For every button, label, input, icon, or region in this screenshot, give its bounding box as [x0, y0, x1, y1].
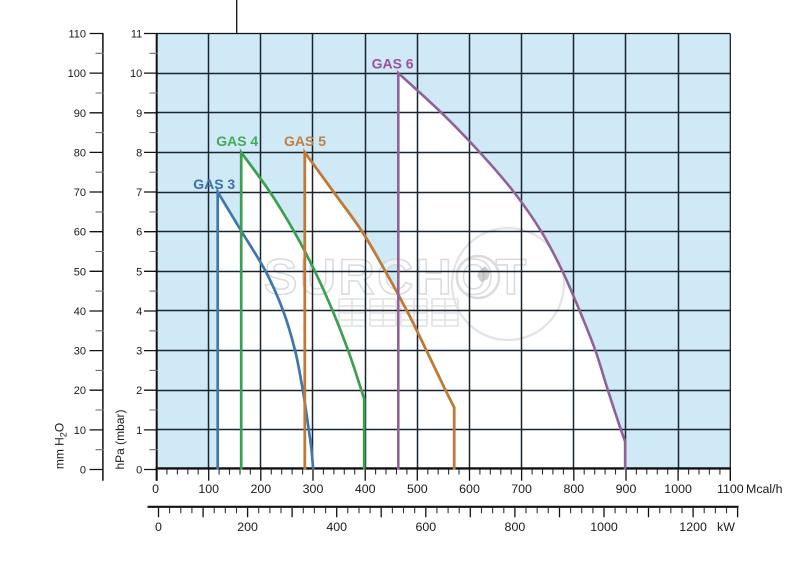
svg-text:Mcal/h: Mcal/h: [746, 482, 783, 496]
svg-text:9: 9: [136, 108, 142, 120]
svg-text:GAS 3: GAS 3: [193, 176, 235, 192]
svg-text:20: 20: [74, 385, 86, 397]
svg-text:400: 400: [355, 482, 376, 496]
svg-text:GAS 6: GAS 6: [372, 56, 414, 72]
svg-text:700: 700: [511, 482, 532, 496]
svg-text:50: 50: [74, 266, 86, 278]
svg-text:8: 8: [136, 147, 142, 159]
svg-text:30: 30: [74, 346, 86, 358]
svg-text:100: 100: [68, 68, 86, 80]
svg-text:200: 200: [237, 520, 258, 534]
svg-text:1000: 1000: [664, 482, 692, 496]
svg-text:1000: 1000: [590, 520, 618, 534]
svg-text:kW: kW: [717, 520, 735, 534]
svg-text:400: 400: [326, 520, 347, 534]
svg-text:60: 60: [74, 227, 86, 239]
svg-text:90: 90: [74, 108, 86, 120]
svg-text:GAS 4: GAS 4: [216, 133, 258, 149]
svg-text:7: 7: [136, 187, 142, 199]
svg-text:10: 10: [74, 425, 86, 437]
svg-text:10: 10: [130, 68, 142, 80]
svg-text:800: 800: [563, 482, 584, 496]
svg-text:70: 70: [74, 187, 86, 199]
svg-text:1200: 1200: [679, 520, 707, 534]
svg-text:3: 3: [136, 346, 142, 358]
svg-text:80: 80: [74, 147, 86, 159]
svg-text:800: 800: [505, 520, 526, 534]
svg-text:600: 600: [415, 520, 436, 534]
svg-text:5: 5: [136, 266, 142, 278]
svg-text:1: 1: [136, 425, 142, 437]
svg-text:GAS 5: GAS 5: [284, 133, 326, 149]
svg-text:0: 0: [155, 520, 162, 534]
svg-text:11: 11: [131, 29, 142, 41]
svg-text:200: 200: [250, 482, 271, 496]
svg-text:4: 4: [136, 306, 142, 318]
svg-text:0: 0: [136, 465, 142, 477]
svg-text:100: 100: [198, 482, 219, 496]
svg-text:2: 2: [136, 385, 142, 397]
svg-text:0: 0: [80, 465, 86, 477]
svg-text:900: 900: [616, 482, 637, 496]
svg-text:1100: 1100: [717, 482, 744, 496]
svg-text:300: 300: [303, 482, 324, 496]
svg-text:hPa (mbar): hPa (mbar): [113, 409, 127, 469]
svg-text:40: 40: [74, 306, 86, 318]
svg-text:110: 110: [68, 29, 86, 41]
svg-text:600: 600: [459, 482, 480, 496]
svg-text:6: 6: [136, 227, 142, 239]
svg-text:500: 500: [407, 482, 428, 496]
svg-text:mm H2O: mm H2O: [53, 423, 69, 469]
svg-text:0: 0: [152, 482, 159, 496]
